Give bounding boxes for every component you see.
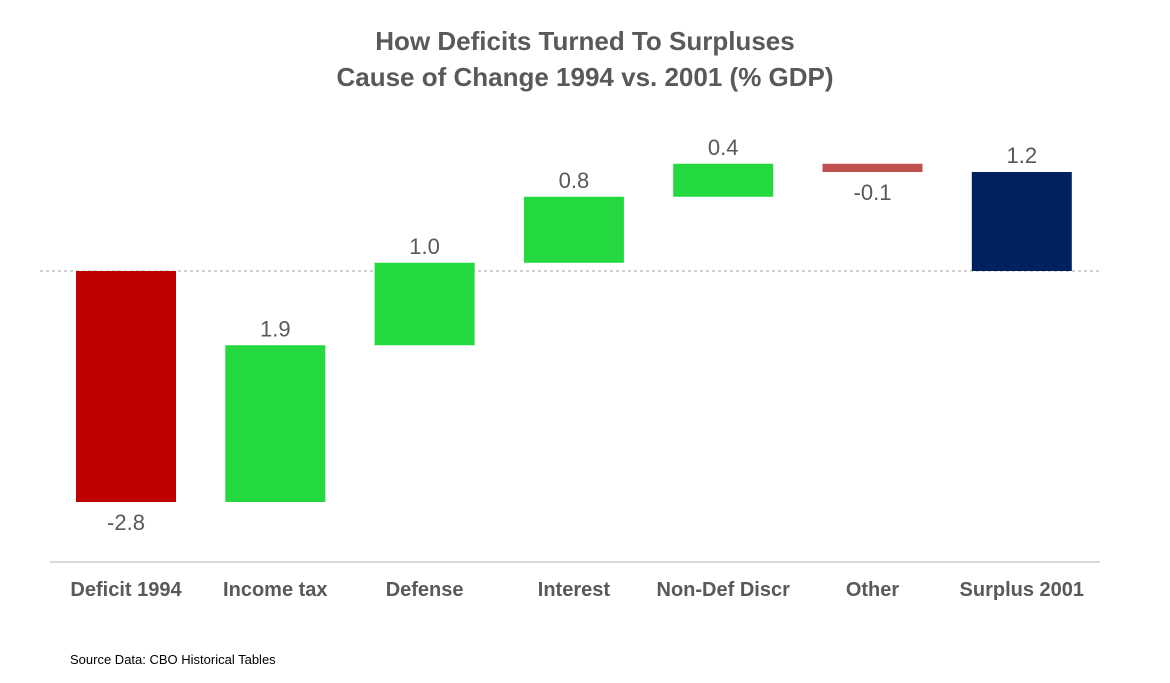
- data-label: 1.0: [409, 234, 440, 259]
- data-label: -2.8: [107, 510, 145, 535]
- bar-non-def-discr: [673, 163, 774, 197]
- category-label: Non-Def Discr: [657, 579, 791, 601]
- bar-income-tax: [225, 345, 326, 502]
- data-label: 0.4: [708, 135, 739, 160]
- chart-title: How Deficits Turned To Surpluses: [375, 26, 795, 56]
- bar-deficit-1994: [76, 271, 176, 502]
- data-label: 0.8: [559, 168, 590, 193]
- category-label: Income tax: [223, 579, 327, 601]
- category-label: Surplus 2001: [960, 579, 1085, 601]
- chart-subtitle: Cause of Change 1994 vs. 2001 (% GDP): [336, 62, 834, 92]
- category-label: Defense: [386, 579, 464, 601]
- source-note: Source Data: CBO Historical Tables: [70, 652, 276, 667]
- data-label: 1.9: [260, 316, 291, 341]
- bar-defense: [374, 262, 475, 346]
- data-label: -0.1: [854, 180, 892, 205]
- bar-interest: [523, 196, 624, 263]
- bar-surplus-2001: [971, 172, 1072, 271]
- category-label: Deficit 1994: [70, 579, 182, 601]
- bar-other: [822, 163, 923, 172]
- category-label: Other: [846, 579, 900, 601]
- category-label: Interest: [538, 579, 611, 601]
- data-label: 1.2: [1007, 143, 1038, 168]
